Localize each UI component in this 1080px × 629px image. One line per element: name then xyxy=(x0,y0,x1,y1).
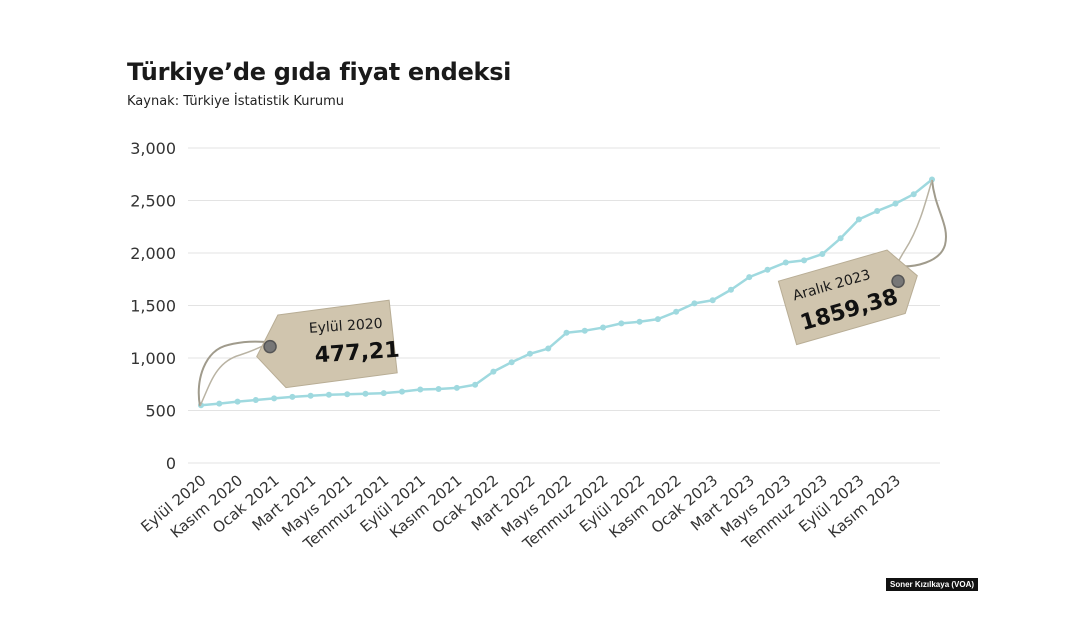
y-tick-label: 3,000 xyxy=(130,139,176,158)
data-point xyxy=(764,266,771,273)
data-point xyxy=(508,359,515,366)
data-point xyxy=(600,324,607,331)
data-point xyxy=(746,274,753,281)
tag-string-end xyxy=(895,179,947,268)
data-point xyxy=(929,176,935,183)
credit-badge: Soner Kızılkaya (VOA) xyxy=(886,578,979,591)
data-point xyxy=(362,390,369,397)
data-point xyxy=(435,385,442,392)
data-point xyxy=(855,216,862,223)
tag-string-start xyxy=(197,340,271,407)
data-point xyxy=(581,327,588,334)
data-point xyxy=(892,200,899,207)
data-point xyxy=(234,398,241,405)
tag-body-start xyxy=(256,299,398,389)
data-points xyxy=(198,176,935,409)
tag-hole-start xyxy=(263,339,277,354)
data-point xyxy=(654,316,661,323)
tag-body-end xyxy=(777,249,918,346)
y-tick-label: 2,500 xyxy=(130,192,176,211)
y-tick-label: 2,000 xyxy=(130,244,176,263)
data-point xyxy=(691,300,698,307)
data-point xyxy=(289,393,296,400)
data-point xyxy=(399,388,406,395)
chart-subtitle: Kaynak: Türkiye İstatistik Kurumu xyxy=(127,94,345,109)
data-point xyxy=(216,400,223,407)
data-point xyxy=(325,391,332,398)
data-point xyxy=(782,259,789,266)
data-point xyxy=(307,392,314,399)
tag-label-start: Eylül 2020 xyxy=(308,316,383,337)
data-point xyxy=(910,191,917,198)
y-tick-label: 0 xyxy=(166,454,176,473)
tag-hole-end xyxy=(891,274,905,288)
data-point xyxy=(819,251,826,258)
y-tick-label: 500 xyxy=(145,402,176,421)
data-point xyxy=(526,350,533,357)
data-point xyxy=(417,386,424,393)
data-point xyxy=(490,368,497,375)
data-point xyxy=(271,395,278,402)
data-point xyxy=(344,391,351,398)
price-tag-end: Aralık 2023 1859,38 xyxy=(777,179,947,346)
data-point xyxy=(545,345,552,352)
y-tick-label: 1,000 xyxy=(130,349,176,368)
data-point xyxy=(472,381,479,388)
data-point xyxy=(453,384,460,391)
y-axis: 0 500 1,000 1,500 2,000 2,500 3,000 xyxy=(130,139,176,473)
data-point xyxy=(709,297,716,304)
data-point xyxy=(252,397,259,403)
data-point xyxy=(618,320,625,327)
data-point xyxy=(727,286,734,293)
data-point xyxy=(380,390,387,397)
chart-title: Türkiye’de gıda fiyat endeksi xyxy=(127,58,512,86)
price-tag-start: Eylül 2020 477,21 xyxy=(197,299,400,407)
data-point xyxy=(563,329,570,336)
data-point xyxy=(801,257,808,264)
y-tick-label: 1,500 xyxy=(130,297,176,316)
data-point xyxy=(636,318,643,325)
tag-value-start: 477,21 xyxy=(314,338,400,369)
data-point xyxy=(673,308,680,315)
data-point xyxy=(874,208,881,214)
data-point xyxy=(837,235,844,242)
